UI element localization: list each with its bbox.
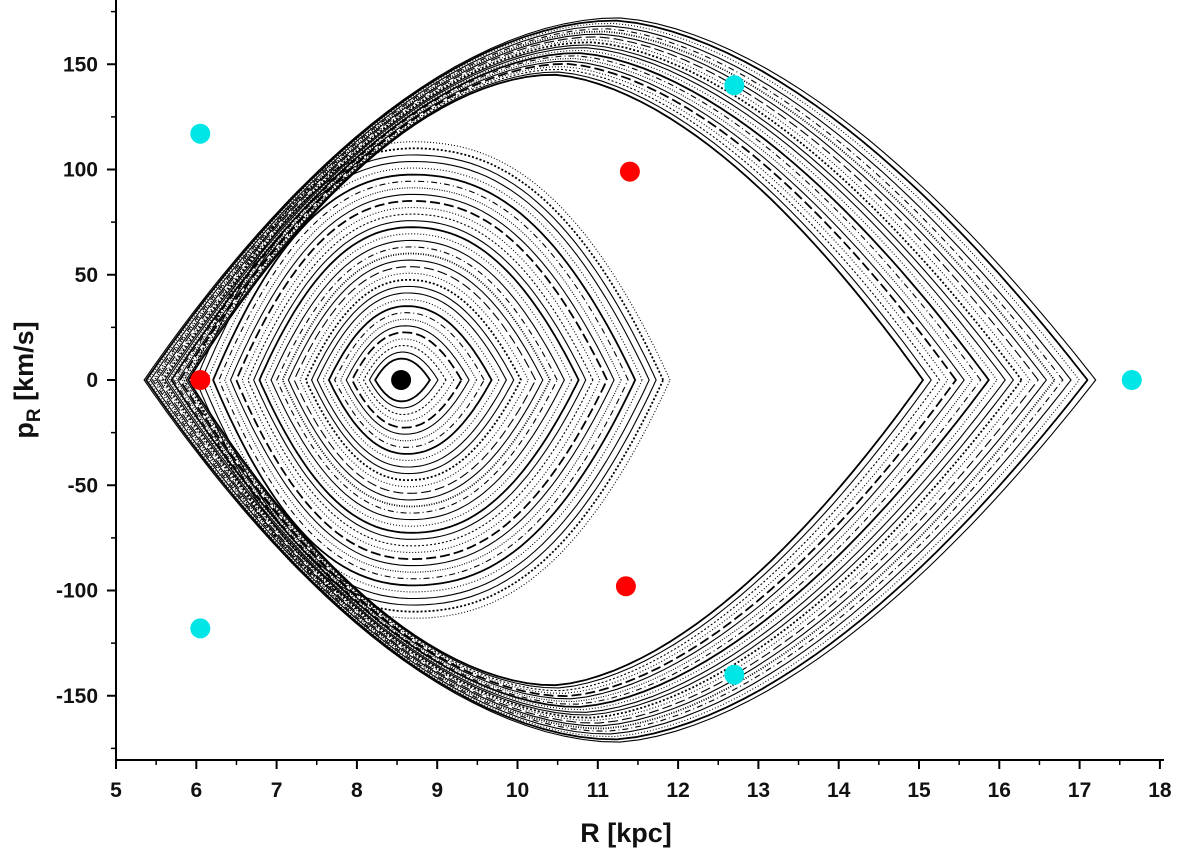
- inner-invariant-curve-25: [229, 193, 615, 567]
- inner-invariant-curve-32: [188, 147, 665, 613]
- x-tick-label: 8: [351, 779, 363, 802]
- outer-invariant-curve-5: [177, 60, 965, 700]
- cyan-fixed-point-0: [190, 123, 211, 144]
- outer-invariant-curve-11: [164, 44, 1015, 716]
- red-fixed-point-2: [615, 576, 636, 597]
- inner-invariant-curve-27: [218, 180, 629, 580]
- inner-invariant-curve-0: [373, 357, 432, 403]
- y-tick-label: -100: [56, 580, 98, 603]
- outer-invariant-curve-21: [143, 17, 1097, 743]
- inner-invariant-curve-15: [287, 259, 544, 501]
- red-fixed-point-1: [619, 161, 640, 182]
- x-tick-label: 7: [271, 779, 283, 802]
- inner-invariant-curve-11: [311, 285, 515, 475]
- outer-invariant-curve-9: [168, 49, 998, 711]
- y-tick-label: -150: [56, 685, 98, 708]
- outer-invariant-curve-2: [183, 68, 941, 692]
- red-fixed-point-0: [190, 370, 211, 390]
- cyan-fixed-point-3: [724, 664, 745, 685]
- x-axis-title: R [kpc]: [580, 818, 672, 848]
- inner-invariant-curve-26: [224, 187, 622, 573]
- outer-invariant-curve-1: [185, 71, 932, 689]
- outer-invariant-curve-16: [153, 30, 1056, 730]
- black-fixed-point-0: [391, 370, 412, 390]
- inner-invariant-curve-7: [333, 312, 485, 448]
- inner-invariant-curve-22: [247, 213, 594, 547]
- y-axis-title-main: p: [9, 422, 39, 439]
- axes: [115, 0, 1164, 761]
- cyan-fixed-point-2: [724, 75, 745, 96]
- outer-invariant-curve-3: [181, 66, 949, 694]
- y-axis-title-subscript: R: [24, 408, 45, 422]
- inner-invariant-curve-14: [293, 266, 537, 494]
- x-tick-label: 6: [190, 779, 202, 802]
- inner-invariant-curve-28: [212, 173, 637, 587]
- y-tick-label: 100: [63, 159, 98, 182]
- x-tick-label: 15: [907, 779, 931, 802]
- outer-invariant-curve-20: [145, 19, 1089, 741]
- x-tick-label: 17: [1068, 779, 1091, 802]
- x-tick-label: 10: [506, 779, 529, 802]
- y-axis-title-unit: [km/s]: [9, 321, 39, 408]
- fixed-points: [190, 75, 1142, 685]
- x-tick-label: 5: [110, 779, 122, 802]
- inner-invariant-curve-20: [258, 226, 580, 534]
- invariant-curves: [143, 17, 1097, 743]
- y-tick-label: 50: [75, 264, 98, 287]
- x-tick-label: 18: [1148, 779, 1172, 802]
- y-tick-label: 0: [86, 369, 98, 392]
- outer-invariant-curve-10: [166, 47, 1006, 713]
- inner-invariant-curve-10: [316, 292, 508, 468]
- x-tick-label: 14: [827, 779, 851, 802]
- inner-invariant-curve-18: [270, 239, 566, 521]
- inner-invariant-curve-9: [322, 298, 500, 462]
- outer-invariant-curve-6: [175, 57, 973, 703]
- outer-invariant-curve-12: [161, 41, 1023, 719]
- inner-invariant-curve-4: [351, 331, 463, 429]
- inner-invariant-curve-2: [362, 344, 447, 416]
- x-tick-label: 11: [587, 779, 610, 802]
- inner-invariant-curve-16: [281, 252, 552, 508]
- y-tick-label: 150: [63, 53, 98, 76]
- x-tick-label: 16: [988, 779, 1011, 802]
- inner-invariant-curve-3: [357, 338, 455, 422]
- outer-invariant-curve-0: [187, 73, 925, 687]
- cyan-fixed-point-1: [190, 618, 211, 639]
- inner-invariant-curve-13: [299, 272, 529, 488]
- inner-invariant-curve-21: [253, 220, 587, 540]
- inner-invariant-curve-17: [276, 246, 558, 514]
- x-tick-label: 13: [747, 779, 770, 802]
- outer-invariant-curve-15: [155, 33, 1047, 727]
- y-axis-title: pR [km/s]: [9, 321, 45, 438]
- outer-invariant-curve-18: [149, 25, 1072, 735]
- inner-invariant-curve-12: [304, 278, 523, 482]
- inner-invariant-curve-5: [345, 325, 470, 435]
- x-tick-label: 9: [431, 779, 443, 802]
- cyan-fixed-point-4: [1121, 370, 1142, 390]
- inner-invariant-curve-23: [241, 206, 601, 554]
- inner-invariant-curve-33: [183, 141, 671, 619]
- outer-invariant-curve-8: [170, 52, 990, 708]
- outer-invariant-curve-4: [178, 62, 958, 698]
- outer-invariant-curve-7: [172, 55, 982, 705]
- inner-invariant-curve-19: [264, 233, 573, 527]
- y-tick-label: -50: [68, 474, 98, 497]
- inner-invariant-curve-1: [368, 351, 439, 409]
- x-tick-label: 12: [666, 779, 689, 802]
- outer-invariant-curve-14: [158, 36, 1039, 724]
- ticks: 5 6 7 8 9 10 11 12 13 14 15 16 17 18 -150 -100 -50 0 50 100…: [56, 10, 1172, 802]
- inner-invariant-curve-24: [235, 199, 608, 561]
- outer-invariant-curve-13: [160, 39, 1031, 721]
- outer-invariant-curve-17: [151, 28, 1064, 732]
- inner-invariant-curve-8: [327, 305, 493, 455]
